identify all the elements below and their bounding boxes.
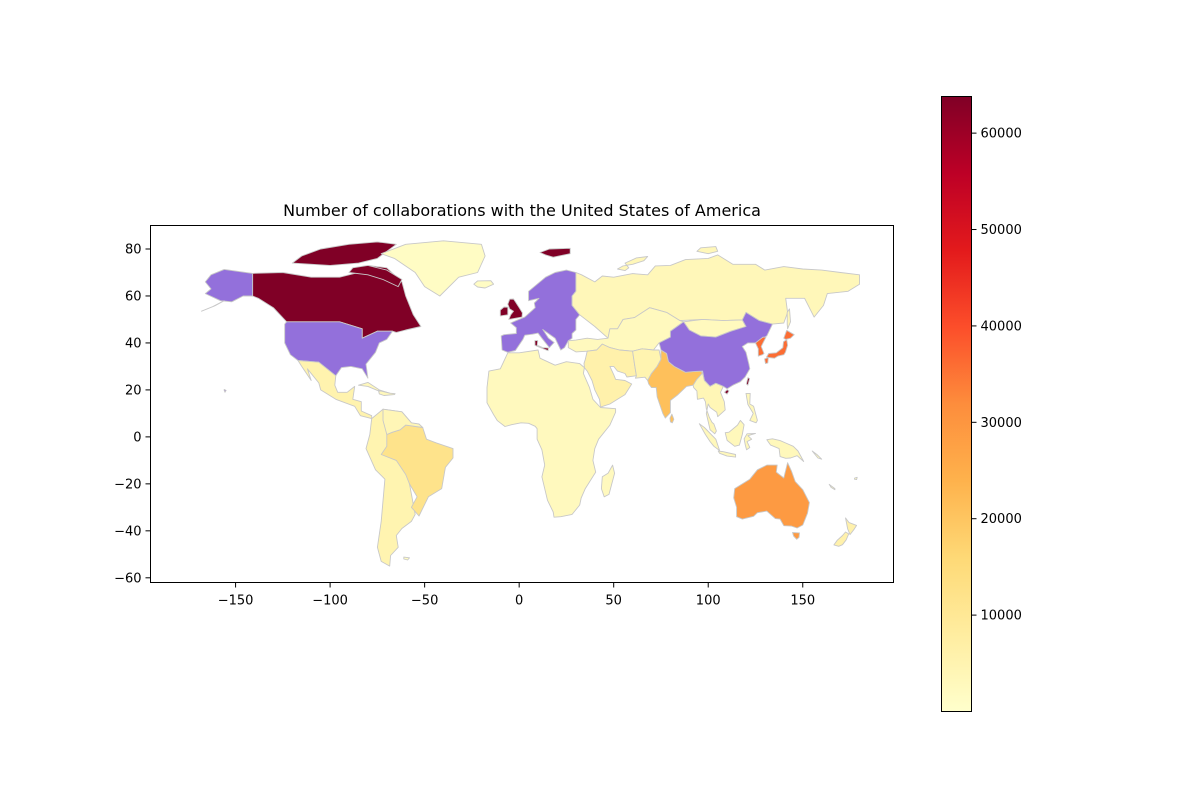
x-tick-label: −150: [218, 594, 254, 609]
region-borneo: [724, 419, 745, 447]
colorbar-tick-label: 40000: [981, 319, 1022, 334]
region-falkland-islands: [403, 556, 410, 561]
plot-frame: [150, 225, 894, 583]
region-sakhalin: [786, 308, 791, 330]
region-new-guinea: [766, 438, 805, 462]
region-tasmania: [792, 532, 800, 540]
y-tick-label: −40: [114, 524, 141, 539]
x-tick-label: 50: [605, 594, 622, 609]
region-new-zealand-south: [833, 531, 850, 547]
x-tick-label: 0: [515, 594, 523, 609]
colorbar-tick-label: 20000: [981, 512, 1022, 527]
colorbar: 10000 20000 30000 40000 50000 60000: [941, 96, 1022, 712]
region-new-caledonia: [828, 483, 836, 491]
region-middle-east: [583, 343, 637, 408]
map-regions: [201, 240, 860, 567]
colorbar-tick-label: 60000: [981, 127, 1022, 142]
region-greenland: [380, 240, 486, 297]
x-tick-label: −100: [312, 594, 348, 609]
region-hainan: [724, 389, 730, 395]
y-axis: 80 60 40 20 0 −20 −40 −60: [114, 242, 151, 586]
region-mexico-and-central-america: [297, 360, 373, 420]
region-hispaniola-puerto-rico: [378, 389, 396, 396]
region-china: [658, 311, 773, 390]
y-tick-label: −20: [114, 477, 141, 492]
region-taiwan: [745, 377, 751, 386]
region-brazil: [380, 424, 454, 517]
region-australia: [733, 462, 810, 529]
colorbar-tick-label: 50000: [981, 223, 1022, 238]
y-tick-label: 60: [125, 289, 142, 304]
region-hawaii: [223, 388, 227, 393]
region-sulawesi: [743, 432, 756, 451]
region-novaya-zemlya: [617, 256, 649, 272]
region-madagascar: [600, 464, 616, 498]
chart-title: Number of collaborations with the United…: [283, 201, 761, 220]
region-japan-hokkaido: [783, 329, 795, 340]
region-sumatra: [698, 423, 721, 451]
y-tick-label: 40: [125, 336, 142, 351]
region-africa: [486, 349, 617, 518]
colorbar-ticks: 10000 20000 30000 40000 50000 60000: [971, 127, 1022, 624]
x-axis: −150 −100 −50 0 50 100 150: [218, 582, 815, 609]
region-korea: [755, 336, 767, 357]
region-new-zealand-north: [845, 517, 858, 536]
region-fiji: [853, 476, 858, 481]
region-alaska: [204, 268, 254, 303]
region-baffin-island: [348, 264, 403, 288]
region-southeast-asia: [692, 372, 726, 435]
region-java: [717, 450, 737, 458]
region-japan-honshu: [766, 339, 789, 359]
x-tick-label: 150: [790, 594, 815, 609]
region-severnaya-zemlya: [696, 246, 719, 255]
region-great-britain: [507, 298, 523, 320]
region-sri-lanka: [669, 413, 675, 424]
region-canadian-arctic-islands: [291, 241, 397, 266]
x-tick-label: 100: [696, 594, 721, 609]
colorbar-tick-label: 30000: [981, 416, 1022, 431]
region-venezuela-guianas: [382, 408, 424, 435]
y-tick-label: 0: [133, 430, 141, 445]
y-tick-label: −60: [114, 571, 141, 586]
region-pacific-islands: [811, 450, 823, 460]
region-japan-kyushu: [764, 357, 769, 365]
region-iceland: [473, 280, 495, 289]
region-ireland: [499, 306, 509, 317]
y-tick-label: 20: [125, 383, 142, 398]
y-tick-label: 80: [125, 242, 142, 257]
colorbar-gradient: [941, 96, 972, 712]
region-alaska-peninsula: [201, 300, 225, 312]
region-svalbard: [539, 247, 571, 258]
x-tick-label: −50: [411, 594, 438, 609]
region-corsica-sardinia-sicily: [534, 340, 549, 352]
region-philippines: [745, 392, 758, 424]
colorbar-tick-label: 10000: [981, 609, 1022, 624]
region-europe: [500, 269, 581, 353]
